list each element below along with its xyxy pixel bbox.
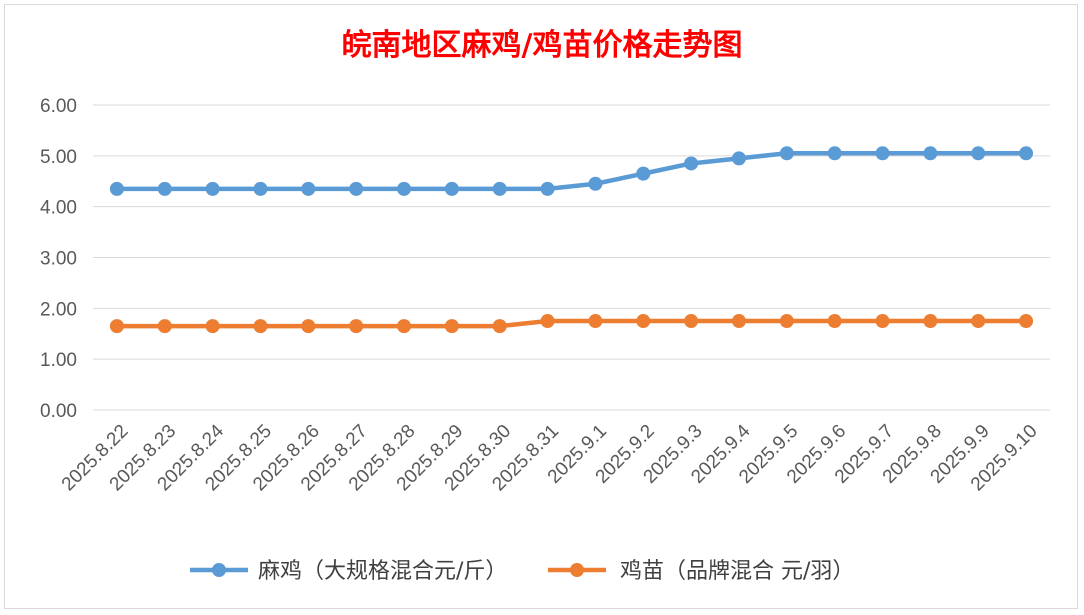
data-point — [253, 181, 268, 196]
x-axis-tick-labels: 2025.8.222025.8.232025.8.242025.8.252025… — [58, 420, 1042, 495]
data-point — [205, 319, 220, 334]
y-tick-label: 2.00 — [40, 299, 77, 320]
data-point — [157, 181, 172, 196]
data-point — [971, 314, 986, 329]
data-point — [588, 176, 603, 191]
data-point — [397, 319, 412, 334]
data-point — [157, 319, 172, 334]
data-point — [779, 146, 794, 161]
data-point — [1019, 314, 1034, 329]
legend-item-1: 麻鸡（大规格混合元/斤） — [190, 559, 507, 584]
data-point — [349, 319, 364, 334]
data-point — [731, 314, 746, 329]
data-point — [923, 314, 938, 329]
legend: 麻鸡（大规格混合元/斤） 鸡苗（品牌混合 元/羽） — [190, 559, 854, 584]
data-point — [827, 146, 842, 161]
y-tick-label: 3.00 — [40, 249, 77, 270]
data-point — [492, 319, 507, 334]
data-point — [444, 319, 459, 334]
data-point — [540, 181, 555, 196]
y-tick-label: 4.00 — [40, 198, 77, 219]
data-point — [1019, 146, 1034, 161]
legend-item-2: 鸡苗（品牌混合 元/羽） — [548, 559, 854, 584]
data-point — [684, 314, 699, 329]
data-point — [444, 181, 459, 196]
y-tick-label: 0.00 — [40, 401, 77, 422]
chart-title: 皖南地区麻鸡/鸡苗价格走势图 — [342, 28, 743, 63]
data-point — [875, 314, 890, 329]
series-line — [114, 151, 1029, 192]
legend-swatch-marker — [212, 563, 226, 577]
data-point — [923, 146, 938, 161]
data-point — [109, 181, 124, 196]
data-point — [636, 314, 651, 329]
legend-label: 麻鸡（大规格混合元/斤） — [258, 559, 507, 584]
data-point — [349, 181, 364, 196]
y-tick-label: 5.00 — [40, 147, 77, 168]
data-point — [301, 181, 316, 196]
data-point — [540, 314, 555, 329]
data-point — [684, 156, 699, 171]
data-point — [875, 146, 890, 161]
series-lines — [109, 146, 1034, 334]
data-point — [109, 319, 124, 334]
data-point — [731, 151, 746, 166]
series-line — [114, 318, 1029, 329]
data-point — [397, 181, 412, 196]
series-1 — [109, 146, 1034, 196]
gridlines — [93, 104, 1050, 411]
data-point — [588, 314, 603, 329]
data-point — [492, 181, 507, 196]
data-point — [301, 319, 316, 334]
y-tick-label: 6.00 — [40, 96, 77, 117]
data-point — [779, 314, 794, 329]
legend-label: 鸡苗（品牌混合 元/羽） — [620, 559, 854, 584]
y-axis-tick-labels: 0.00 1.00 2.00 3.00 4.00 5.00 6.00 — [40, 96, 77, 422]
data-point — [971, 146, 986, 161]
data-point — [253, 319, 268, 334]
data-point — [205, 181, 220, 196]
data-point — [636, 166, 651, 181]
legend-swatch-marker — [570, 563, 584, 577]
y-tick-label: 1.00 — [40, 350, 77, 371]
data-point — [827, 314, 842, 329]
series-2 — [109, 314, 1034, 334]
